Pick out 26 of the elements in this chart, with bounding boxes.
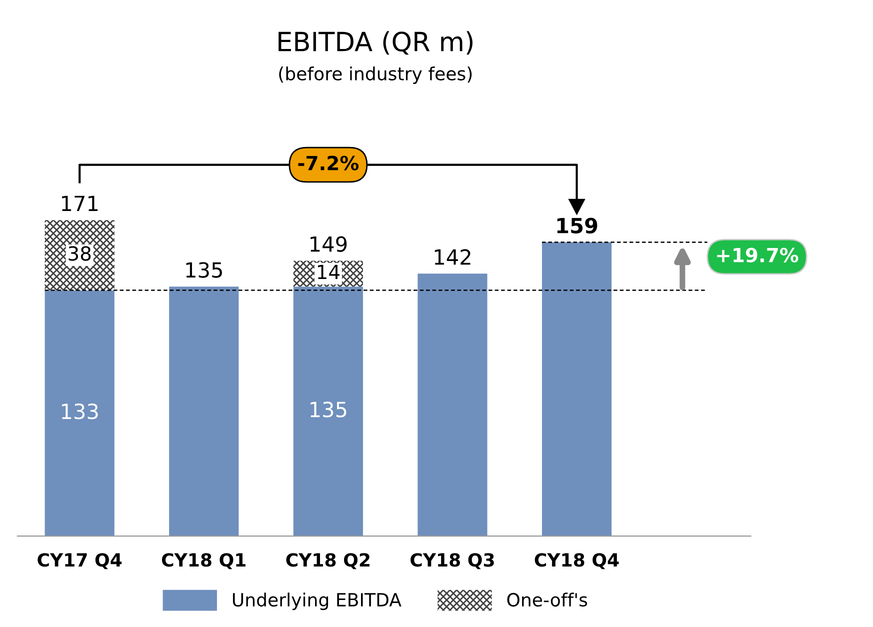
chart-title: EBITDA (QR m) — [278, 31, 473, 55]
total-label: 149 — [310, 236, 347, 252]
x-tick-label: CY18 Q3 — [410, 553, 494, 570]
bar — [169, 286, 239, 536]
x-tick-label: CY18 Q4 — [534, 553, 619, 570]
data-label: 38 — [68, 246, 91, 261]
x-tick-label: CY17 Q4 — [38, 553, 122, 570]
x-tick-label: CY18 Q2 — [286, 553, 370, 570]
total-label: 135 — [186, 262, 222, 278]
bar — [44, 290, 114, 536]
data-label: 133 — [62, 403, 98, 420]
total-label: 142 — [434, 249, 470, 265]
text: -7.2% — [298, 156, 359, 170]
chart-subtitle: (before industry fees) — [279, 66, 472, 84]
bar — [418, 274, 488, 536]
x-tick-label: CY18 Q1 — [162, 553, 246, 570]
legend-label: One-off's — [507, 592, 588, 607]
bar — [44, 220, 114, 290]
text: +19.7% — [717, 248, 798, 262]
bar — [293, 286, 363, 536]
legend-label: Underlying EBITDA — [232, 592, 402, 610]
total-label: 171 — [62, 196, 98, 212]
data-label: 14 — [318, 264, 340, 280]
total-label: 159 — [557, 218, 598, 234]
bar — [542, 242, 612, 536]
data-label: 135 — [310, 402, 346, 418]
